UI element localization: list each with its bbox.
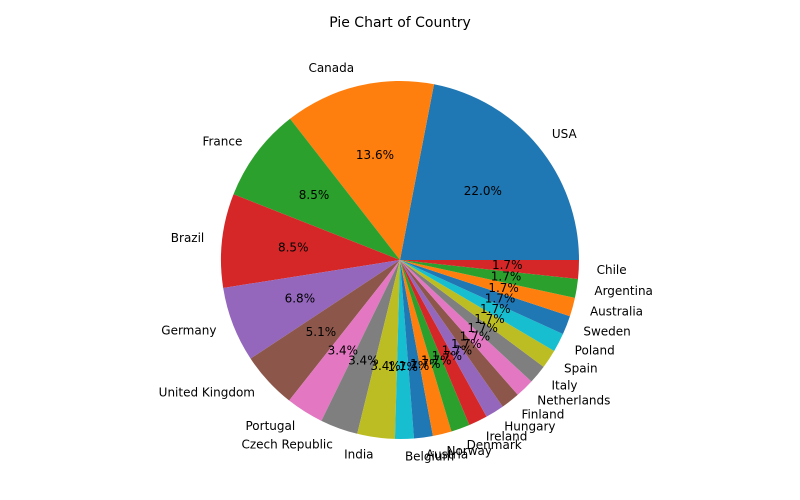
pie-slice-italy [400, 260, 544, 382]
slice-label: Poland [575, 343, 615, 357]
slice-label: India [344, 448, 373, 462]
pie-slice-australia [400, 260, 575, 317]
slice-label: Finland [521, 407, 564, 421]
slice-label: Hungary [504, 420, 555, 434]
pie-slice-spain [400, 260, 555, 367]
slice-label: Chile [597, 263, 627, 277]
slice-label: Austria [426, 448, 468, 462]
slice-percent-label: 1.7% [460, 330, 491, 344]
slice-percent-label: 5.1% [306, 325, 337, 339]
slice-percent-label: 3.4% [370, 359, 401, 373]
pie-slice-argentina [400, 260, 578, 298]
slice-percent-label: 6.8% [285, 291, 316, 305]
pie-slice-finland [400, 260, 518, 407]
pie-slices [221, 81, 579, 439]
slice-label: Germany [161, 324, 216, 338]
pie-slice-poland [400, 260, 563, 351]
pie-slice-usa [400, 84, 579, 260]
pie-slice-netherlands [400, 260, 532, 395]
slice-label: Netherlands [537, 394, 610, 408]
slice-percent-label: 1.7% [399, 359, 430, 373]
slice-label: Spain [564, 361, 598, 375]
slice-percent-label: 1.7% [410, 357, 441, 371]
pie-slice-denmark [400, 260, 470, 432]
pie-slice-brazil [221, 194, 400, 288]
pie-slice-norway [400, 260, 452, 436]
pie-slice-czech-republic [321, 260, 400, 434]
slice-label: Ireland [486, 430, 528, 444]
pie-slice-united-kingdom [250, 260, 400, 401]
slice-percent-label: 1.7% [488, 281, 519, 295]
pie-slice-ireland [400, 260, 487, 425]
slice-percent-label: 1.7% [480, 302, 511, 316]
slice-percent-label: 13.6% [356, 148, 394, 162]
slice-percent-label: 1.7% [491, 270, 522, 284]
slice-label: Czech Republic [241, 438, 332, 452]
slice-label: Denmark [467, 438, 522, 452]
slice-label: Argentina [594, 284, 653, 298]
slice-label: Belgium [405, 449, 454, 463]
slice-label: Norway [446, 444, 492, 458]
slice-percent-label: 8.5% [299, 188, 330, 202]
pie-slice-hungary [400, 260, 503, 417]
slice-label: Sweden [583, 324, 630, 338]
slice-label: Canada [308, 61, 354, 75]
slice-percent-label: 3.4% [348, 353, 379, 367]
slice-percent-label: 1.7% [467, 321, 498, 335]
slice-percent-label: 22.0% [464, 184, 502, 198]
pie-slice-belgium [394, 260, 415, 439]
slice-label: Italy [551, 378, 577, 392]
slice-labels: USA Canada France Brazil Germany United Kingd… [159, 61, 653, 463]
slice-label: France [202, 134, 242, 148]
chart-title: Pie Chart of Country [329, 15, 471, 31]
slice-label: Portugal [246, 419, 296, 433]
pie-slice-chile [400, 260, 579, 280]
slice-percent-label: 1.7% [485, 292, 516, 306]
slice-percent-label: 1.7% [432, 349, 463, 363]
slice-percent-label: 1.7% [387, 360, 418, 374]
pie-slice-germany [223, 260, 400, 359]
slice-label: Australia [590, 304, 643, 318]
pie-slice-canada [290, 81, 435, 260]
slice-percent-label: 1.7% [474, 312, 505, 326]
slice-percent-label: 8.5% [278, 241, 309, 255]
slice-label: United Kingdom [159, 386, 255, 400]
pie-slice-france [233, 118, 400, 260]
slice-percent-label: 1.7% [442, 344, 473, 358]
slice-label: Brazil [171, 231, 205, 245]
pie-slice-india [357, 260, 400, 439]
pie-slice-austria [400, 260, 433, 439]
pie-slice-sweden [400, 260, 570, 335]
slice-percent-labels: 22.0%13.6%8.5%8.5%6.8%5.1%3.4%3.4%3.4%1.… [278, 148, 523, 374]
pie-slice-portugal [289, 260, 400, 421]
slice-percent-label: 1.7% [492, 258, 523, 272]
slice-label: USA [552, 127, 578, 141]
slice-percent-label: 1.7% [421, 354, 452, 368]
slice-percent-label: 3.4% [328, 343, 359, 357]
slice-percent-label: 1.7% [451, 337, 482, 351]
